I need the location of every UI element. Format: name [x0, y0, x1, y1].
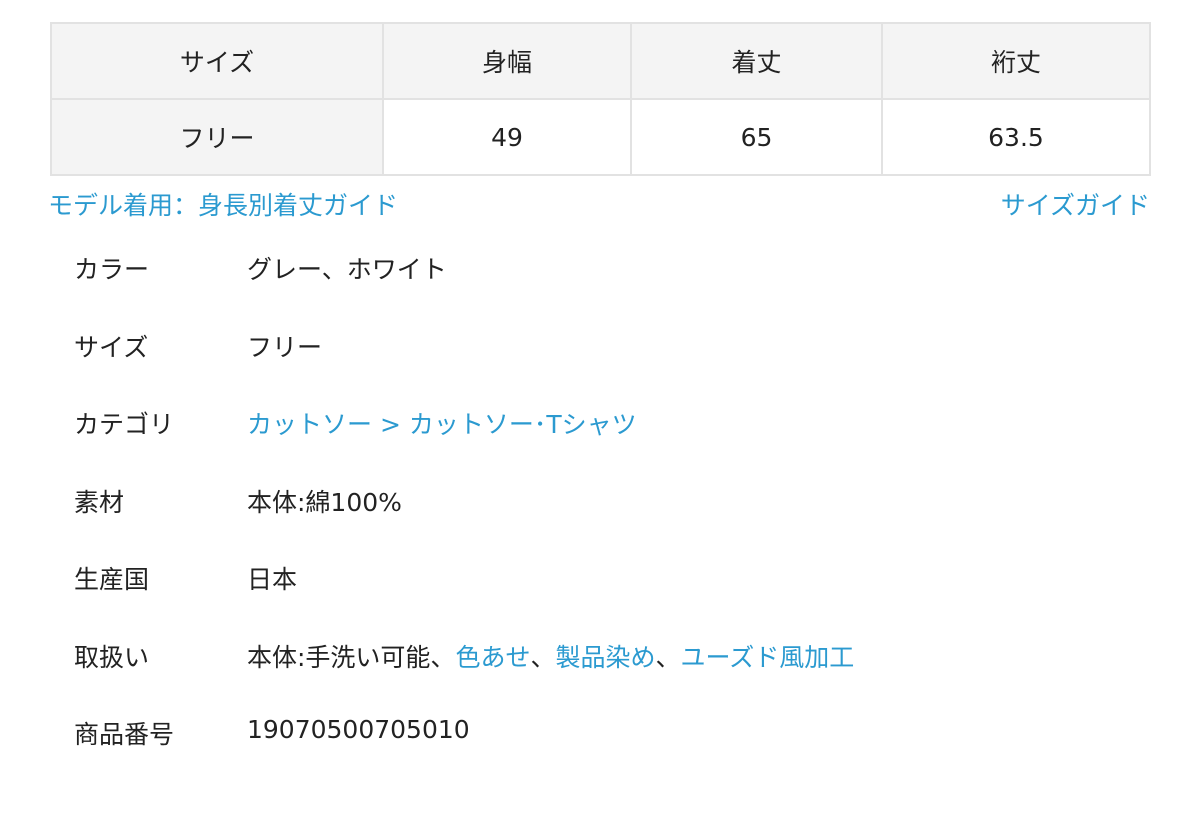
spec-material: 素材 本体:綿100%	[74, 483, 854, 561]
cell-length: 65	[630, 98, 883, 176]
header-size: サイズ	[50, 22, 384, 100]
header-width: 身幅	[382, 22, 632, 100]
breadcrumb-separator: >	[372, 410, 409, 439]
cell-width: 49	[382, 98, 632, 176]
model-length-guide-link[interactable]: モデル着用：身長別着丈ガイド	[48, 191, 399, 220]
category-link-cutsew[interactable]: カットソー	[247, 410, 373, 439]
spec-care: 取扱い 本体:手洗い可能、色あせ、製品染め、ユーズド風加工	[74, 638, 854, 716]
care-link-used-finish[interactable]: ユーズド風加工	[680, 642, 855, 672]
spec-value: 本体:綿100%	[247, 487, 402, 517]
size-guide-link[interactable]: サイズガイド	[1000, 191, 1150, 220]
spec-label: 生産国	[74, 565, 150, 594]
spec-value: 19070500705010	[247, 715, 470, 744]
table-row: フリー 49 65 63.5	[50, 98, 1151, 176]
separator: 、	[530, 642, 556, 672]
spec-value: フリー	[247, 332, 323, 362]
spec-label: サイズ	[74, 332, 149, 362]
spec-value: 日本	[247, 565, 298, 594]
category-link-tshirt[interactable]: カットソー･Tシャツ	[408, 410, 637, 439]
cell-size: フリー	[50, 98, 384, 176]
spec-size: サイズ フリー	[74, 328, 854, 406]
spec-label: カラー	[74, 255, 150, 284]
spec-label: カテゴリ	[74, 410, 175, 439]
spec-value: 本体:手洗い可能、	[247, 642, 456, 672]
care-link-garment-dyed[interactable]: 製品染め	[555, 642, 656, 672]
header-length: 着丈	[630, 22, 883, 100]
spec-label: 商品番号	[74, 720, 175, 749]
size-table-header: サイズ 身幅 着丈 裄丈	[50, 22, 1151, 100]
care-link-faded[interactable]: 色あせ	[455, 642, 531, 672]
spec-origin: 生産国 日本	[74, 560, 854, 638]
spec-list: カラー グレー、ホワイト サイズ フリー カテゴリ カットソー > カットソー･…	[74, 250, 854, 793]
size-table: サイズ 身幅 着丈 裄丈 フリー 49 65 63.5	[50, 22, 1151, 176]
header-sleeve: 裄丈	[881, 22, 1151, 100]
spec-value: グレー、ホワイト	[247, 255, 447, 284]
separator: 、	[655, 642, 681, 672]
spec-category: カテゴリ カットソー > カットソー･Tシャツ	[74, 405, 854, 483]
spec-item-number: 商品番号 19070500705010	[74, 715, 854, 793]
cell-sleeve: 63.5	[881, 98, 1151, 176]
spec-label: 取扱い	[74, 642, 150, 672]
spec-label: 素材	[74, 487, 125, 517]
spec-color: カラー グレー、ホワイト	[74, 250, 854, 328]
